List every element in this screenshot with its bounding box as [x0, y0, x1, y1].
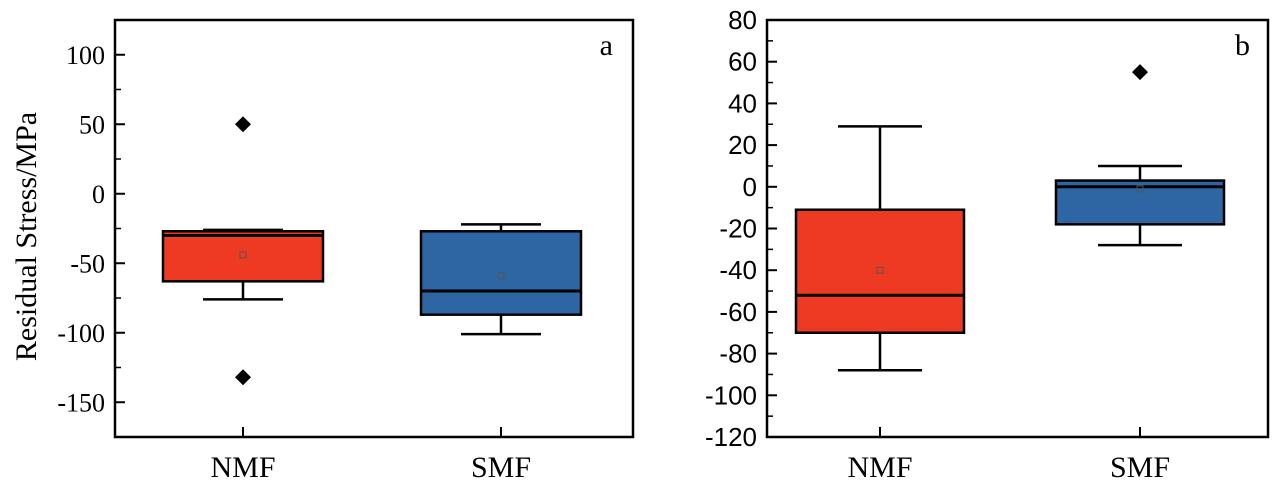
- panel-label: a: [600, 29, 613, 62]
- y-tick-label: -150: [57, 388, 105, 417]
- y-tick-label: -80: [719, 339, 757, 369]
- panel-a: 100 50 0 -50 -100 -150 NMF SMF a Residual Stress/…: [10, 18, 635, 484]
- y-tick-label: -50: [70, 249, 105, 278]
- y-tick-label: -20: [719, 214, 757, 244]
- nmf-box: [794, 208, 966, 334]
- plot-frame: [113, 18, 635, 439]
- nmf-mean-marker: [239, 251, 247, 259]
- y-tick-label: 0: [743, 172, 757, 202]
- x-category-label: NMF: [210, 451, 275, 484]
- nmf-outlier-point: [235, 116, 251, 133]
- y-tick-label: 80: [728, 5, 757, 35]
- y-tick-label: 50: [79, 110, 105, 139]
- x-category-label: NMF: [847, 451, 912, 484]
- y-tick-label: -40: [719, 255, 757, 285]
- y-tick-label: -120: [705, 422, 757, 452]
- y-tick-label: -60: [719, 297, 757, 327]
- y-axis-title: Residual Stress/MPa: [10, 112, 43, 361]
- y-tick-label: 40: [728, 88, 757, 118]
- nmf-box: [161, 230, 325, 283]
- smf-outlier-point: [1132, 64, 1148, 81]
- x-category-label: SMF: [471, 451, 531, 484]
- y-tick-label: 20: [728, 130, 757, 160]
- x-category-label: SMF: [1110, 451, 1170, 484]
- nmf-outlier-point: [235, 369, 251, 386]
- y-tick-label: 60: [728, 47, 757, 77]
- y-tick-label: 0: [92, 180, 105, 209]
- nmf-mean-marker: [876, 266, 884, 274]
- smf-mean-marker: [1136, 185, 1144, 193]
- y-tick-label: 100: [66, 41, 105, 70]
- y-tick-label: -100: [57, 319, 105, 348]
- panel-label: b: [1235, 29, 1250, 62]
- panel-b: 80 60 40 20 0 -20 -40 -60 -80 -100 -120 NMF SMF b: [705, 5, 1270, 484]
- y-tick-label: -100: [705, 380, 757, 410]
- smf-mean-marker: [497, 272, 505, 280]
